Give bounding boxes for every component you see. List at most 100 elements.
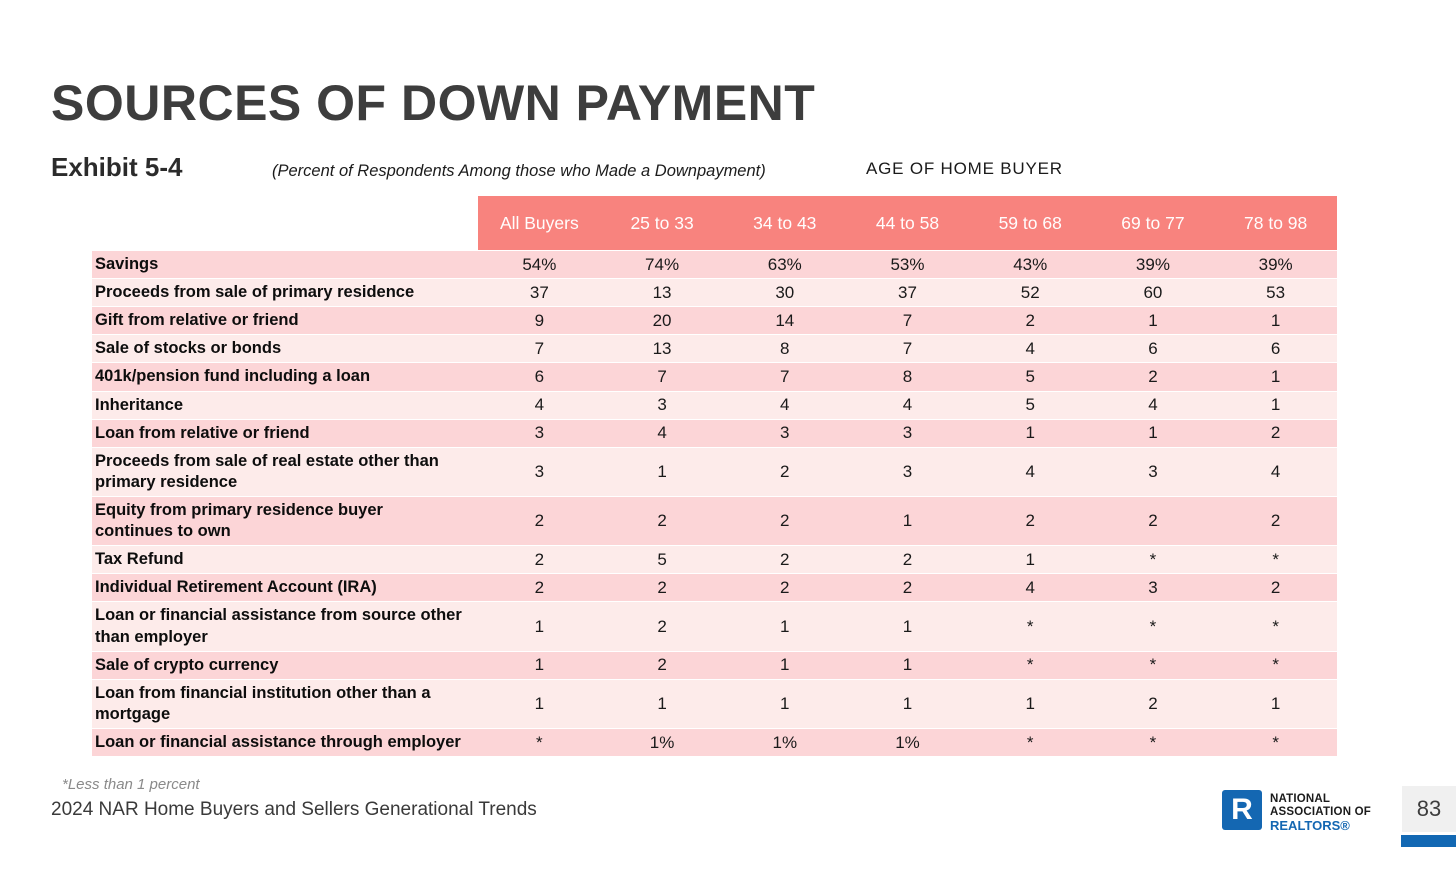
- row-value: 2: [846, 546, 969, 574]
- footnote: *Less than 1 percent: [62, 776, 200, 793]
- table-row: Proceeds from sale of real estate other …: [92, 446, 1337, 496]
- row-value: 13: [600, 335, 724, 363]
- row-value: 2: [478, 546, 601, 574]
- row-value: *: [1214, 602, 1337, 651]
- row-value: 43%: [968, 251, 1092, 279]
- row-value: 1: [968, 419, 1092, 447]
- row-value: 2: [1091, 679, 1215, 728]
- column-header-25-33: 25 to 33: [600, 196, 724, 250]
- row-value: 1: [478, 679, 601, 728]
- row-value: 2: [600, 574, 724, 602]
- row-value: 1: [723, 602, 847, 651]
- nar-logo: R NATIONAL ASSOCIATION OF REALTORS®: [1222, 790, 1371, 834]
- row-value: 3: [1091, 574, 1215, 602]
- row-value: *: [1214, 728, 1337, 757]
- table-row: Savings 54% 74% 63% 53% 43% 39% 39%: [92, 250, 1337, 279]
- column-header-69-77: 69 to 77: [1091, 196, 1215, 250]
- row-value: 9: [478, 307, 601, 335]
- row-value: 2: [600, 602, 724, 651]
- row-value: 39%: [1091, 251, 1215, 279]
- row-value: 2: [600, 651, 724, 679]
- row-value: 37: [846, 279, 969, 307]
- table-row: Inheritance 4 3 4 4 5 4 1: [92, 390, 1337, 419]
- row-label: Savings: [92, 251, 478, 279]
- row-value: 13: [600, 279, 724, 307]
- row-value: *: [968, 728, 1092, 757]
- row-value: *: [1091, 602, 1215, 651]
- row-label: Proceeds from sale of primary residence: [92, 279, 478, 307]
- row-label: Sale of crypto currency: [92, 651, 478, 679]
- row-value: 3: [1091, 447, 1215, 496]
- row-value: 1: [1214, 307, 1337, 335]
- row-value: *: [1214, 546, 1337, 574]
- row-value: 7: [478, 335, 601, 363]
- table-header-row: All Buyers 25 to 33 34 to 43 44 to 58 59…: [92, 196, 1337, 250]
- row-value: 1: [846, 679, 969, 728]
- row-label: Equity from primary residence buyer cont…: [92, 496, 478, 546]
- row-value: 30: [723, 279, 847, 307]
- table-row: Tax Refund 2 5 2 2 1 * *: [92, 545, 1337, 574]
- row-value: 1: [723, 651, 847, 679]
- row-value: 4: [1214, 447, 1337, 496]
- row-value: 1%: [600, 728, 724, 757]
- row-value: *: [968, 602, 1092, 651]
- row-value: *: [1091, 546, 1215, 574]
- table-body: Savings 54% 74% 63% 53% 43% 39% 39% Proc…: [92, 250, 1337, 757]
- column-header-34-43: 34 to 43: [723, 196, 847, 250]
- row-value: 4: [1091, 391, 1215, 419]
- row-value: 1: [1091, 419, 1215, 447]
- nar-logo-wordmark: NATIONAL ASSOCIATION OF REALTORS®: [1270, 790, 1371, 834]
- row-value: 54%: [478, 251, 601, 279]
- row-value: 2: [968, 307, 1092, 335]
- row-value: 3: [478, 419, 601, 447]
- row-value: *: [1214, 651, 1337, 679]
- row-value: 60: [1091, 279, 1215, 307]
- row-value: 1%: [846, 728, 969, 757]
- row-label: Loan from financial institution other th…: [92, 679, 478, 728]
- row-value: 8: [723, 335, 847, 363]
- row-value: 2: [1214, 574, 1337, 602]
- row-label: 401k/pension fund including a loan: [92, 363, 478, 391]
- page-number-accent-bar: [1401, 835, 1456, 847]
- row-value: 7: [846, 335, 969, 363]
- row-value: 2: [1091, 496, 1215, 546]
- exhibit-label: Exhibit 5-4: [51, 152, 183, 182]
- row-value: 4: [846, 391, 969, 419]
- exhibit-subtitle: (Percent of Respondents Among those who …: [272, 162, 766, 180]
- row-value: 4: [600, 419, 724, 447]
- row-value: 3: [846, 419, 969, 447]
- row-value: 4: [968, 447, 1092, 496]
- row-value: 1: [968, 679, 1092, 728]
- row-value: 2: [846, 574, 969, 602]
- row-value: 7: [723, 363, 847, 391]
- data-table: All Buyers 25 to 33 34 to 43 44 to 58 59…: [92, 196, 1337, 757]
- row-value: 8: [846, 363, 969, 391]
- nar-logo-icon: R: [1222, 790, 1262, 830]
- row-value: 1: [478, 602, 601, 651]
- row-value: 3: [846, 447, 969, 496]
- nar-logo-line3: REALTORS®: [1270, 817, 1350, 833]
- row-value: 6: [1091, 335, 1215, 363]
- row-label: Inheritance: [92, 391, 478, 419]
- column-header-all-buyers: All Buyers: [478, 196, 601, 250]
- column-header-59-68: 59 to 68: [968, 196, 1092, 250]
- row-value: 1: [1214, 679, 1337, 728]
- row-value: 2: [600, 496, 724, 546]
- row-value: 2: [478, 574, 601, 602]
- nar-logo-line2: ASSOCIATION OF: [1270, 805, 1371, 818]
- row-value: 14: [723, 307, 847, 335]
- row-value: 6: [478, 363, 601, 391]
- row-value: 53: [1214, 279, 1337, 307]
- table-row: Loan from financial institution other th…: [92, 678, 1337, 728]
- row-value: 1: [723, 679, 847, 728]
- table-row: Individual Retirement Account (IRA) 2 2 …: [92, 573, 1337, 602]
- page-title: SOURCES OF DOWN PAYMENT: [51, 75, 816, 131]
- row-value: 6: [1214, 335, 1337, 363]
- row-value: 39%: [1214, 251, 1337, 279]
- row-value: *: [478, 728, 601, 757]
- column-header-44-58: 44 to 58: [846, 196, 969, 250]
- table-row: Loan or financial assistance from source…: [92, 601, 1337, 651]
- row-value: 3: [478, 447, 601, 496]
- column-group-label: AGE OF HOME BUYER: [866, 159, 1063, 178]
- row-value: 74%: [600, 251, 724, 279]
